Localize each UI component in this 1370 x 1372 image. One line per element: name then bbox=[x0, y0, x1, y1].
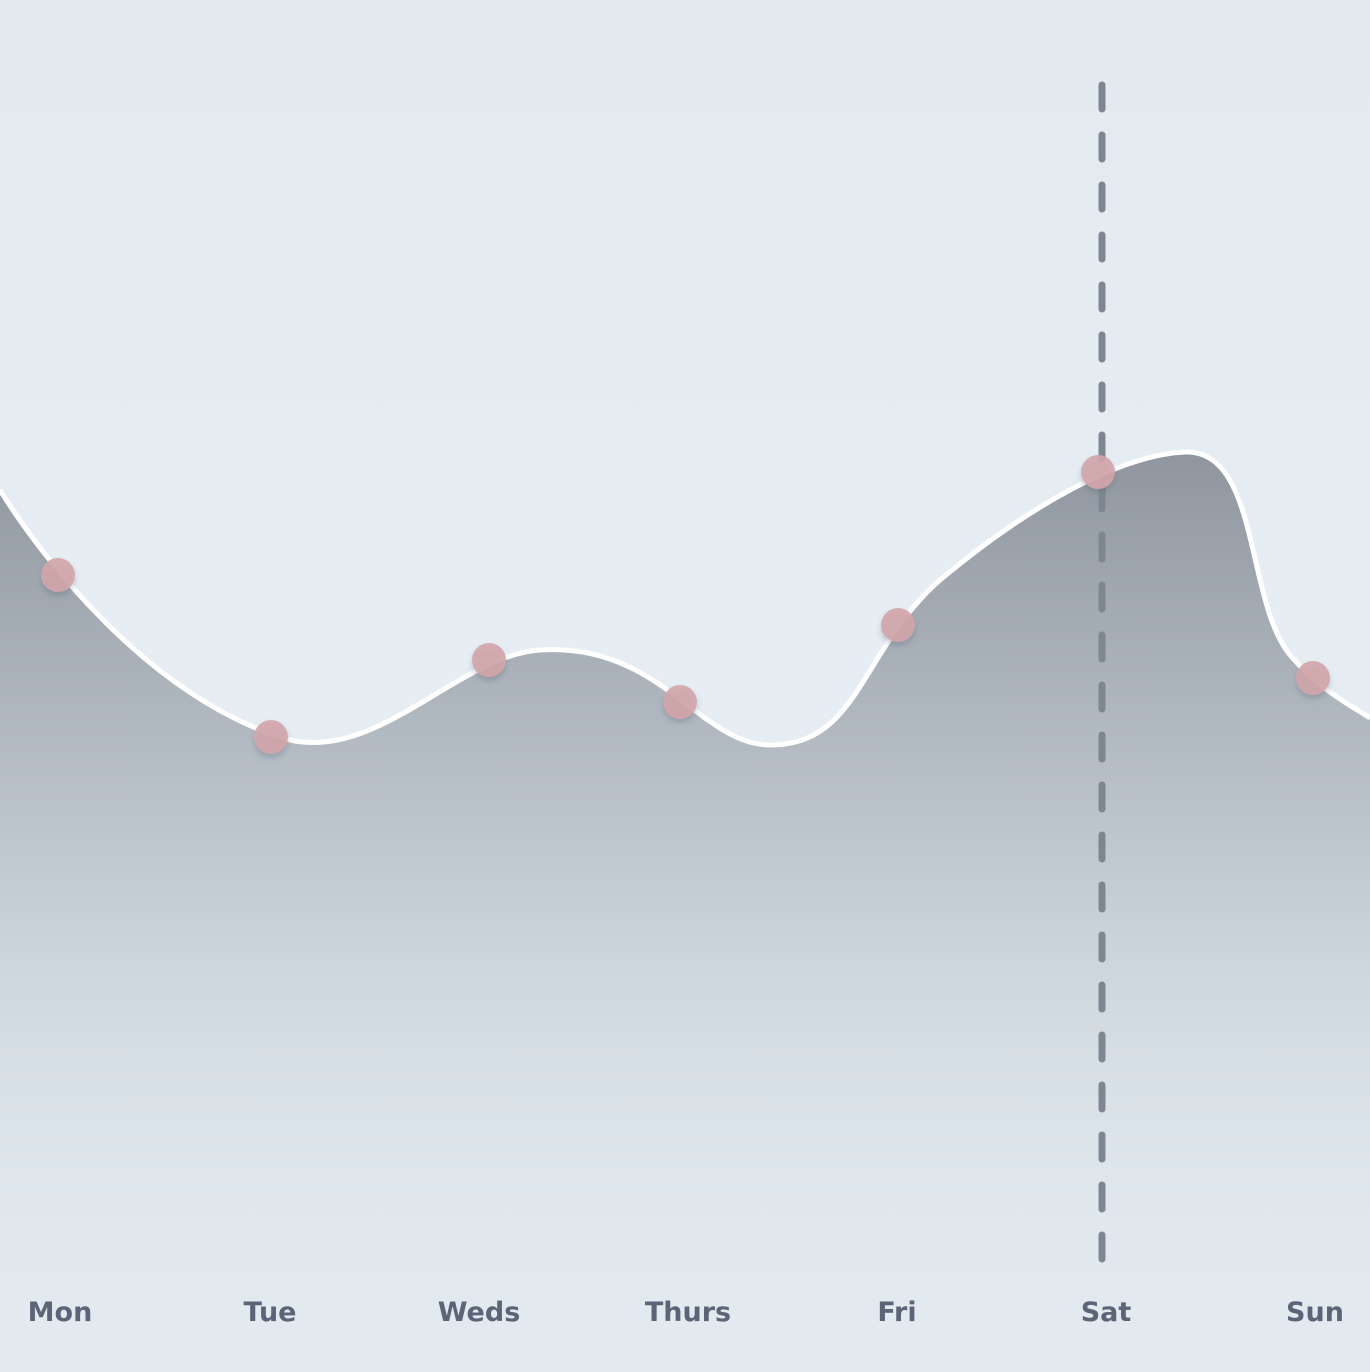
x-tick-label-thurs: Thurs bbox=[645, 1297, 731, 1328]
data-point-sat[interactable] bbox=[1081, 455, 1115, 489]
x-tick-label-tue: Tue bbox=[244, 1297, 297, 1328]
x-tick-label-mon: Mon bbox=[28, 1297, 93, 1328]
x-tick-label-sat: Sat bbox=[1081, 1297, 1132, 1328]
x-tick-label-weds: Weds bbox=[438, 1297, 521, 1328]
data-point-thurs[interactable] bbox=[663, 685, 697, 719]
series-line bbox=[0, 449, 1370, 748]
area-fill bbox=[0, 451, 1370, 1372]
data-point-weds[interactable] bbox=[472, 643, 506, 677]
data-point-mon[interactable] bbox=[41, 558, 75, 592]
data-point-fri[interactable] bbox=[881, 608, 915, 642]
data-point-tue[interactable] bbox=[254, 720, 288, 754]
x-tick-label-sun: Sun bbox=[1286, 1297, 1344, 1328]
data-point-sun[interactable] bbox=[1296, 661, 1330, 695]
x-tick-label-fri: Fri bbox=[877, 1297, 916, 1328]
